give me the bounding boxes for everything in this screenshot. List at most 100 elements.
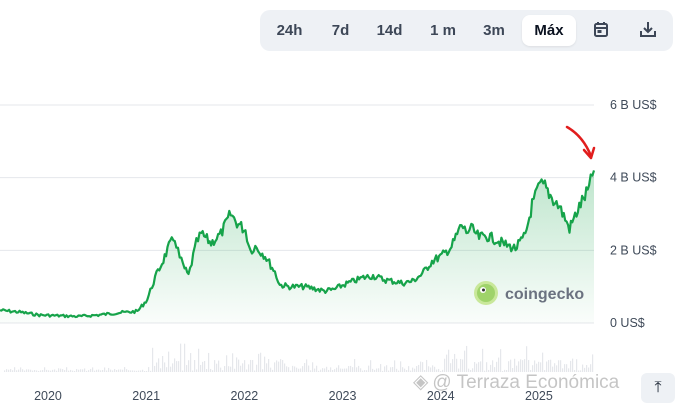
volume-bar	[576, 359, 578, 372]
volume-bar	[484, 370, 486, 372]
volume-bar	[394, 360, 396, 372]
volume-bar	[36, 370, 38, 372]
volume-bar	[340, 368, 342, 372]
volume-bar	[72, 370, 74, 372]
volume-bar	[266, 363, 268, 372]
volume-bar	[400, 361, 402, 372]
volume-bar	[284, 363, 286, 372]
volume-bar	[412, 367, 414, 372]
volume-bar	[414, 368, 416, 372]
volume-bar	[506, 369, 508, 372]
volume-bar	[68, 370, 70, 372]
y-tick-label: 2 B US$	[610, 243, 657, 257]
volume-bar	[212, 370, 214, 372]
volume-bar	[22, 369, 24, 372]
volume-bar	[192, 370, 194, 372]
volume-bar	[186, 365, 188, 372]
volume-bar	[180, 343, 182, 372]
volume-bar	[272, 369, 274, 372]
volume-bar	[426, 359, 428, 372]
collapse-up-icon[interactable]: ⤒	[641, 373, 675, 403]
volume-bar	[50, 370, 52, 372]
volume-bar	[14, 367, 16, 372]
volume-bar	[398, 370, 400, 372]
volume-bar	[122, 369, 124, 372]
volume-bar	[104, 367, 106, 372]
volume-bar	[164, 362, 166, 372]
volume-bar	[8, 369, 10, 372]
volume-bar	[326, 366, 328, 372]
volume-bar	[332, 369, 334, 372]
volume-bar	[202, 361, 204, 372]
volume-bar	[264, 356, 266, 372]
volume-bar	[492, 360, 494, 372]
volume-bar	[570, 360, 572, 372]
volume-bar	[334, 369, 336, 372]
calendar-icon[interactable]	[583, 15, 619, 46]
volume-bar	[460, 358, 462, 372]
volume-bar	[498, 357, 500, 372]
volume-bar	[222, 370, 224, 372]
volume-bar	[52, 369, 54, 372]
volume-bar	[476, 363, 478, 372]
volume-bar	[418, 364, 420, 372]
volume-bar	[90, 368, 92, 372]
volume-bar	[12, 370, 14, 372]
volume-bar	[238, 359, 240, 372]
volume-bar	[368, 365, 370, 372]
gecko-logo-icon	[474, 281, 498, 305]
volume-bar	[294, 366, 296, 372]
volume-bar	[428, 366, 430, 372]
volume-bar	[196, 369, 198, 372]
range-1m-button[interactable]: 1 m	[430, 22, 456, 39]
volume-bar	[146, 370, 148, 372]
volume-bar	[552, 366, 554, 372]
volume-bar	[208, 352, 210, 372]
range-14d-button[interactable]: 14d	[376, 22, 403, 39]
volume-bar	[514, 358, 516, 372]
volume-bar	[290, 370, 292, 372]
volume-bar	[130, 370, 132, 372]
volume-bar	[528, 360, 530, 372]
volume-bar	[224, 366, 226, 372]
volume-bar	[228, 366, 230, 372]
volume-bar	[346, 368, 348, 372]
volume-bar	[246, 369, 248, 372]
volume-bar	[10, 369, 12, 372]
volume-bar	[424, 370, 426, 372]
range-7d-button[interactable]: 7d	[331, 22, 350, 39]
volume-bar	[502, 370, 504, 372]
volume-bar	[30, 369, 32, 372]
volume-bar	[304, 362, 306, 372]
y-tick-label: 6 B US$	[610, 98, 657, 112]
volume-bar	[380, 364, 382, 372]
volume-bar	[472, 368, 474, 372]
range-24h-button[interactable]: 24h	[276, 22, 303, 39]
volume-bar	[310, 370, 312, 372]
download-icon[interactable]	[630, 15, 666, 46]
volume-bar	[82, 369, 84, 372]
volume-bar	[114, 369, 116, 372]
volume-bar	[512, 368, 514, 372]
volume-bar	[278, 361, 280, 372]
coingecko-wordmark: coingecko	[505, 286, 584, 303]
range-selector: 24h 7d 14d 1 m 3m Máx	[260, 10, 673, 51]
volume-bar	[136, 370, 138, 372]
area-fill	[0, 170, 594, 323]
volume-bar	[404, 368, 406, 372]
volume-bar	[510, 359, 512, 372]
volume-bar	[148, 367, 150, 372]
x-tick-label: 2025	[525, 389, 553, 403]
volume-bar	[382, 370, 384, 372]
range-max-button[interactable]: Máx	[522, 15, 576, 46]
volume-bar	[56, 370, 58, 372]
volume-bar	[172, 363, 174, 372]
volume-bar	[64, 370, 66, 372]
volume-bar	[524, 359, 526, 372]
volume-bar	[386, 365, 388, 372]
x-tick-label: 2020	[34, 389, 62, 403]
volume-bar	[166, 367, 168, 372]
volume-bar	[210, 368, 212, 372]
volume-bar	[546, 361, 548, 372]
range-3m-button[interactable]: 3m	[483, 22, 505, 39]
